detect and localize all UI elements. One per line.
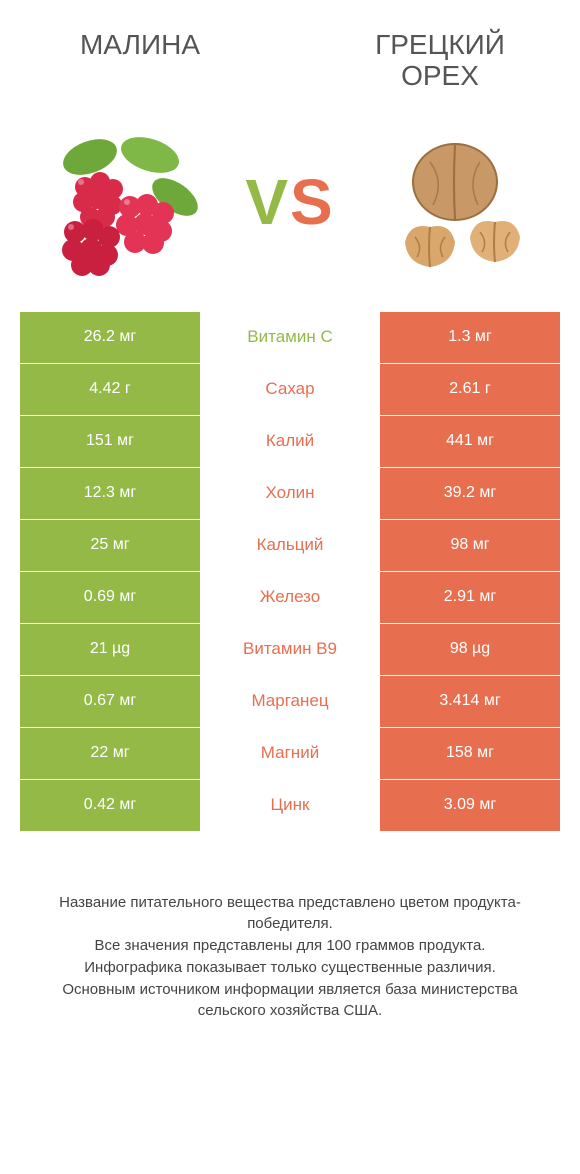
header: МАЛИНА ГРЕЦКИЙ ОРЕХ <box>0 0 580 102</box>
left-value: 22 мг <box>20 728 200 779</box>
right-value: 1.3 мг <box>380 312 560 363</box>
vs-v: V <box>245 166 290 238</box>
nutrient-label: Железо <box>200 572 380 623</box>
footer-line: Основным источником информации является … <box>30 979 550 1023</box>
footer-line: Все значения представлены для 100 граммо… <box>30 935 550 957</box>
table-row: 26.2 мгВитамин C1.3 мг <box>20 312 560 364</box>
footer-line: Инфографика показывает только существенн… <box>30 957 550 979</box>
table-row: 22 мгМагний158 мг <box>20 728 560 780</box>
table-row: 12.3 мгХолин39.2 мг <box>20 468 560 520</box>
nutrient-label: Калий <box>200 416 380 467</box>
table-row: 4.42 гСахар2.61 г <box>20 364 560 416</box>
vs-s: S <box>290 166 335 238</box>
right-value: 3.414 мг <box>380 676 560 727</box>
nutrient-label: Холин <box>200 468 380 519</box>
nutrient-label: Кальций <box>200 520 380 571</box>
nutrient-label: Магний <box>200 728 380 779</box>
right-title: ГРЕЦКИЙ ОРЕХ <box>340 30 540 92</box>
left-value: 12.3 мг <box>20 468 200 519</box>
left-title: МАЛИНА <box>40 30 240 92</box>
left-value: 0.69 мг <box>20 572 200 623</box>
vs-label: VS <box>245 165 334 239</box>
right-value: 158 мг <box>380 728 560 779</box>
right-value: 441 мг <box>380 416 560 467</box>
nutrient-label: Витамин B9 <box>200 624 380 675</box>
nutrient-label: Сахар <box>200 364 380 415</box>
right-value: 3.09 мг <box>380 780 560 831</box>
nutrient-label: Цинк <box>200 780 380 831</box>
left-value: 4.42 г <box>20 364 200 415</box>
footer-text: Название питательного вещества представл… <box>20 892 560 1023</box>
nutrient-label: Витамин C <box>200 312 380 363</box>
table-row: 0.67 мгМарганец3.414 мг <box>20 676 560 728</box>
right-value: 2.61 г <box>380 364 560 415</box>
right-value: 98 µg <box>380 624 560 675</box>
left-value: 0.67 мг <box>20 676 200 727</box>
table-row: 25 мгКальций98 мг <box>20 520 560 572</box>
table-row: 0.42 мгЦинк3.09 мг <box>20 780 560 832</box>
comparison-table: 26.2 мгВитамин C1.3 мг4.42 гСахар2.61 г1… <box>20 312 560 832</box>
left-value: 21 µg <box>20 624 200 675</box>
right-value: 98 мг <box>380 520 560 571</box>
left-value: 0.42 мг <box>20 780 200 831</box>
walnut-image <box>370 122 550 282</box>
table-row: 21 µgВитамин B998 µg <box>20 624 560 676</box>
right-value: 39.2 мг <box>380 468 560 519</box>
table-row: 0.69 мгЖелезо2.91 мг <box>20 572 560 624</box>
footer-line: Название питательного вещества представл… <box>30 892 550 936</box>
left-value: 26.2 мг <box>20 312 200 363</box>
images-row: VS <box>0 102 580 312</box>
left-value: 25 мг <box>20 520 200 571</box>
left-value: 151 мг <box>20 416 200 467</box>
table-row: 151 мгКалий441 мг <box>20 416 560 468</box>
right-value: 2.91 мг <box>380 572 560 623</box>
raspberry-image <box>30 122 210 282</box>
nutrient-label: Марганец <box>200 676 380 727</box>
